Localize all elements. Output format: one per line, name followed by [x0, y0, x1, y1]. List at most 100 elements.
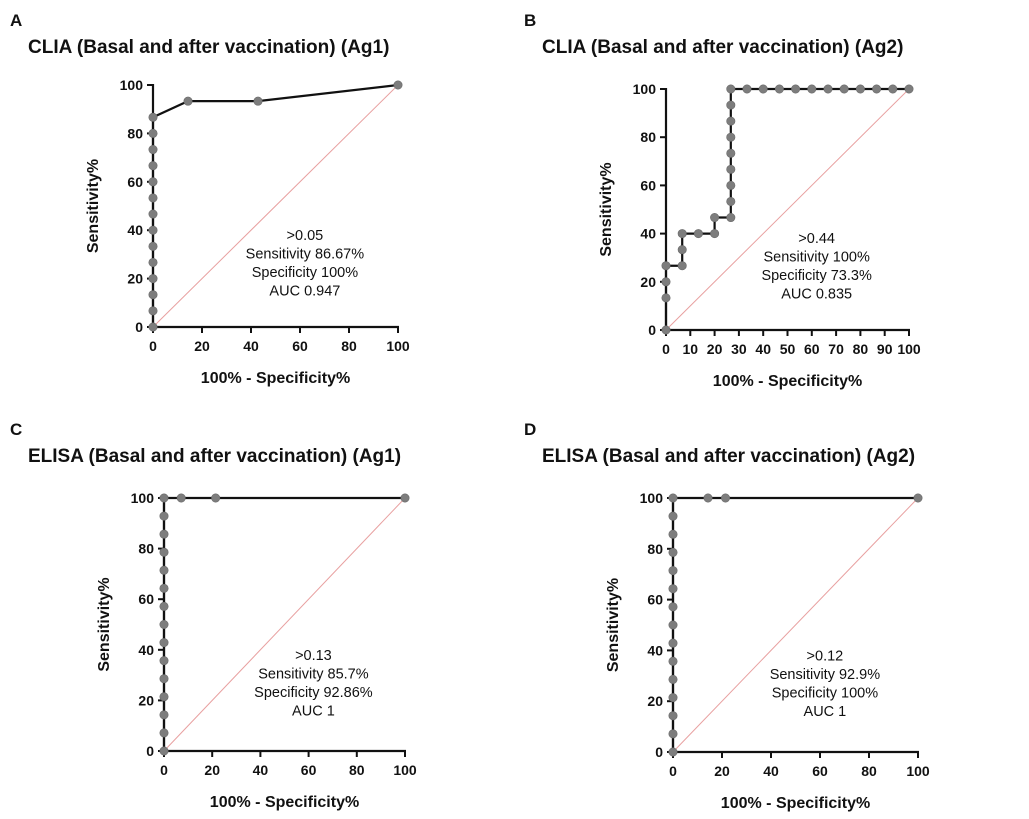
chart-b-data-point	[661, 277, 671, 287]
chart-c-panel-letter: C	[10, 420, 22, 439]
chart-b-data-point	[742, 84, 752, 94]
chart-a-x-tick-label: 80	[341, 338, 357, 354]
chart-a-x-axis-label: 100% - Specificity%	[201, 370, 350, 387]
chart-d-x-tick-label: 40	[763, 763, 779, 779]
roc-panel-c: C ELISA (Basal and after vaccination) (Ag…	[0, 409, 514, 818]
chart-b-data-point	[839, 84, 849, 94]
chart-c-data-point	[159, 565, 169, 575]
chart-c-data-point	[159, 710, 169, 720]
chart-b-x-tick-label: 100	[897, 341, 921, 357]
chart-b-x-tick-label: 60	[804, 341, 820, 357]
chart-c-y-tick-label: 0	[146, 743, 154, 759]
chart-b-data-point	[677, 229, 687, 239]
chart-b-data-point	[823, 84, 833, 94]
chart-b-panel-letter: B	[524, 11, 536, 30]
chart-a-x-tick-label: 60	[292, 338, 308, 354]
chart-c-x-tick-label: 60	[301, 762, 317, 778]
chart-c-data-point	[159, 493, 169, 503]
chart-c-x-tick-label: 20	[204, 762, 220, 778]
chart-c-data-point	[159, 583, 169, 593]
chart-a-y-axis-label: Sensitivity%	[85, 159, 102, 253]
chart-d-x-tick-label: 60	[812, 763, 828, 779]
chart-b-data-point	[726, 116, 736, 126]
chart-c-data-point	[400, 493, 410, 503]
chart-a-y-tick-label: 20	[127, 271, 143, 287]
chart-d-x-axis-label: 100% - Specificity%	[721, 795, 870, 812]
chart-d-y-tick-label: 0	[655, 744, 663, 760]
chart-b-data-point	[904, 84, 914, 94]
chart-b-data-point	[726, 180, 736, 190]
chart-d-data-point	[668, 511, 678, 521]
chart-b-data-point	[693, 229, 703, 239]
roc-chart-d: D ELISA (Basal and after vaccination) (Ag…	[524, 420, 930, 812]
chart-d-data-point	[668, 656, 678, 666]
chart-d-annotation-line: AUC 1	[804, 704, 847, 720]
chart-b-data-point	[807, 84, 817, 94]
roc-chart-b: B CLIA (Basal and after vaccination) (Ag2…	[524, 11, 921, 390]
chart-c-reference-line	[163, 497, 406, 752]
chart-a-data-point	[148, 306, 158, 316]
chart-a-x-tick-label: 0	[149, 338, 157, 354]
chart-a-title: CLIA (Basal and after vaccination) (Ag1)	[28, 37, 389, 58]
chart-d-y-tick-label: 40	[647, 642, 663, 658]
chart-d-data-point	[703, 493, 713, 503]
chart-d-data-point	[668, 493, 678, 503]
chart-d-y-tick-label: 80	[647, 541, 663, 557]
chart-c-x-tick-label: 0	[160, 762, 168, 778]
chart-a-data-point	[148, 112, 158, 122]
chart-a-data-point	[148, 274, 158, 284]
chart-b-x-tick-label: 10	[683, 341, 699, 357]
chart-d-data-point	[668, 620, 678, 630]
chart-b-x-tick-label: 90	[877, 341, 893, 357]
chart-c-data-point	[211, 493, 221, 503]
chart-d-title: ELISA (Basal and after vaccination) (Ag2…	[542, 446, 915, 467]
chart-a-data-point	[148, 145, 158, 155]
chart-a-panel-letter: A	[10, 11, 22, 30]
chart-d-annotation-line: >0.12	[807, 649, 844, 665]
chart-c-annotation-line: Sensitivity 85.7%	[258, 666, 369, 682]
chart-d-data-point	[668, 602, 678, 612]
chart-a-data-point	[183, 96, 193, 106]
chart-d-data-point	[668, 529, 678, 539]
chart-b-x-axis-label: 100% - Specificity%	[713, 373, 862, 390]
chart-c-y-tick-label: 60	[138, 591, 154, 607]
chart-d-x-tick-label: 20	[714, 763, 730, 779]
chart-b-data-point	[726, 100, 736, 110]
chart-b-data-point	[726, 213, 736, 223]
chart-a-y-tick-label: 60	[127, 174, 143, 190]
chart-a-reference-line	[152, 84, 399, 328]
chart-c-y-tick-label: 40	[138, 642, 154, 658]
chart-d-data-point	[668, 547, 678, 557]
chart-d-y-tick-label: 60	[647, 592, 663, 608]
chart-b-data-point	[726, 164, 736, 174]
chart-d-x-tick-label: 100	[906, 763, 930, 779]
chart-b-data-point	[726, 148, 736, 158]
chart-b-data-point	[726, 84, 736, 94]
chart-b-data-point	[855, 84, 865, 94]
chart-c-x-axis-label: 100% - Specificity%	[210, 794, 359, 811]
chart-d-data-point	[668, 747, 678, 757]
chart-b-title: CLIA (Basal and after vaccination) (Ag2)	[542, 37, 903, 58]
chart-a-data-point	[148, 225, 158, 235]
chart-c-y-axis-label: Sensitivity%	[96, 577, 113, 671]
chart-d-data-point	[668, 729, 678, 739]
roc-panel-b: B CLIA (Basal and after vaccination) (Ag2…	[514, 0, 1028, 409]
chart-b-y-tick-label: 80	[640, 129, 656, 145]
roc-chart-a: A CLIA (Basal and after vaccination) (Ag1…	[10, 11, 410, 387]
chart-c-data-point	[159, 656, 169, 666]
chart-b-reference-line	[665, 88, 910, 331]
chart-a-x-tick-label: 20	[194, 338, 210, 354]
chart-d-data-point	[913, 493, 923, 503]
chart-b-data-point	[791, 84, 801, 94]
chart-c-annotation-line: Specificity 92.86%	[254, 685, 373, 701]
roc-panel-a: A CLIA (Basal and after vaccination) (Ag1…	[0, 0, 514, 409]
chart-d-data-point	[668, 693, 678, 703]
chart-b-x-tick-label: 50	[780, 341, 796, 357]
chart-d-data-point	[668, 674, 678, 684]
chart-d-data-point	[668, 711, 678, 721]
chart-a-data-point	[393, 80, 403, 90]
chart-c-annotation-line: AUC 1	[292, 703, 335, 719]
chart-b-data-point	[872, 84, 882, 94]
chart-c-data-point	[176, 493, 186, 503]
chart-c-annotation-line: >0.13	[295, 648, 332, 664]
